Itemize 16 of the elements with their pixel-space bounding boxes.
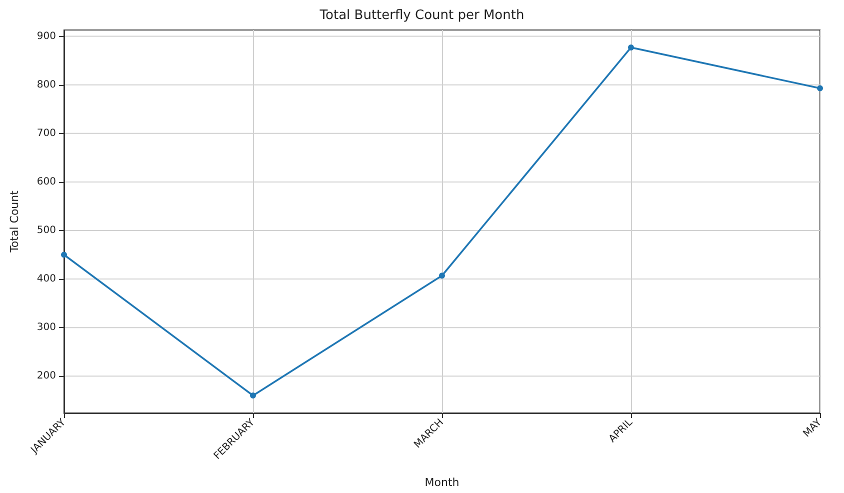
y-tick-label: 600 bbox=[36, 176, 56, 188]
y-tick-label: 300 bbox=[36, 322, 56, 334]
y-axis-title: Total Count bbox=[8, 190, 21, 254]
point bbox=[628, 44, 634, 50]
y-tick-label: 200 bbox=[36, 370, 56, 382]
point bbox=[61, 252, 67, 258]
y-tick-label: 500 bbox=[36, 224, 56, 236]
point bbox=[250, 392, 256, 399]
chart-title: Total Butterfly Count per Month bbox=[318, 8, 524, 23]
y-tick-label: 800 bbox=[36, 79, 56, 90]
y-tick-label: 400 bbox=[36, 274, 56, 285]
point bbox=[439, 272, 445, 279]
point bbox=[817, 85, 823, 92]
y-tick-label: 700 bbox=[36, 128, 56, 139]
x-axis-title: Month bbox=[424, 476, 460, 489]
y-tick-label: 900 bbox=[36, 30, 56, 42]
